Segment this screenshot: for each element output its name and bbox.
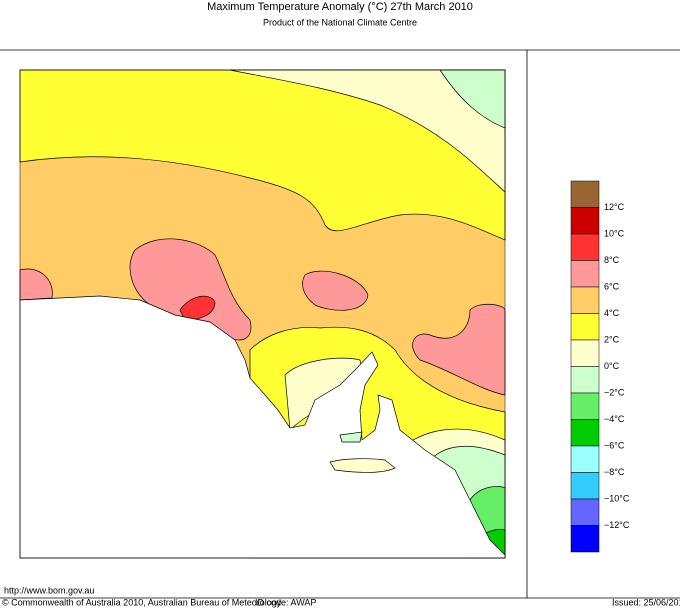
legend-label: 10°C — [604, 228, 625, 238]
zone — [129, 238, 252, 341]
legend-label: −2°C — [604, 387, 625, 397]
legend-swatch — [570, 260, 600, 288]
legend-label: −4°C — [604, 414, 625, 424]
title: Maximum Temperature Anomaly (°C) 27th Ma… — [207, 1, 473, 13]
map-border — [19, 69, 506, 559]
legend-swatch — [570, 366, 600, 394]
legend-swatch — [570, 445, 600, 473]
sea — [19, 295, 506, 559]
legend-label: 2°C — [604, 334, 620, 344]
legend-label: 12°C — [604, 202, 625, 212]
id-code: ID code: AWAP — [255, 597, 316, 607]
zone — [229, 69, 506, 193]
legend-swatch — [570, 207, 600, 235]
island — [329, 458, 396, 473]
legend-label: −10°C — [604, 493, 630, 503]
map — [19, 69, 506, 559]
legend-label: 6°C — [604, 281, 620, 291]
legend-swatch — [570, 419, 600, 447]
zone — [19, 69, 506, 241]
legend-swatch — [570, 286, 600, 314]
legend-swatch — [570, 339, 600, 367]
legend-label: 4°C — [604, 308, 620, 318]
copyright: © Commonwealth of Australia 2010, Austra… — [2, 597, 282, 607]
legend-swatch — [570, 392, 600, 420]
legend-swatch — [570, 313, 600, 341]
zone — [302, 270, 369, 311]
legend-swatch — [570, 498, 600, 526]
legend-swatch — [570, 180, 600, 208]
zone — [339, 431, 363, 443]
zone — [412, 303, 506, 396]
legend-label: −8°C — [604, 467, 625, 477]
subtitle: Product of the National Climate Centre — [263, 17, 417, 27]
legend-swatch — [570, 472, 600, 500]
legend-label: 0°C — [604, 361, 620, 371]
legend: 12°C 10°C 8°C 6°C 4°C 2°C 0°C −2°C −4°C −6°C −8°C −… — [570, 180, 630, 553]
legend-label: −6°C — [604, 440, 625, 450]
url: http://www.bom.gov.au — [4, 585, 94, 595]
legend-label: 8°C — [604, 255, 620, 265]
issued: Issued: 25/06/2010 — [612, 597, 680, 607]
legend-label: −12°C — [604, 520, 630, 530]
legend-swatch — [570, 525, 600, 553]
zone — [19, 268, 53, 301]
legend-swatch — [570, 233, 600, 261]
